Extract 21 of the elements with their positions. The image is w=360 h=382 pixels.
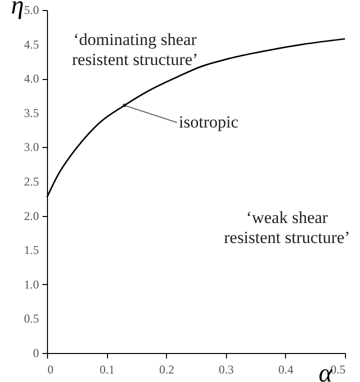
x-tick-label: 0.1 [100, 362, 115, 376]
y-tick-label: 4.0 [24, 72, 39, 86]
x-tick-label: 0.5 [330, 362, 346, 376]
x-tick-label: 0.2 [159, 362, 174, 376]
annotation: ‘dominating shear resistent structure’ [72, 30, 198, 69]
y-tick-label: 5.0 [24, 3, 39, 17]
y-tick-label: 2.0 [24, 208, 39, 223]
y-tick-label: 0.5 [24, 312, 39, 326]
y-tick-label: 0 [33, 346, 39, 360]
y-tick-label: 3.5 [24, 106, 39, 120]
x-tick-label: 0.3 [218, 362, 234, 376]
y-tick-label: 1.5 [24, 243, 39, 258]
annotation: ‘weak shear resistent structure’ [224, 208, 350, 247]
y-tick-label: 1.0 [24, 277, 39, 292]
x-tick-label: 0.4 [278, 362, 294, 376]
y-tick-label: 4.5 [24, 37, 39, 52]
annotation: isotropic [178, 112, 239, 132]
y-tick-label: 2.5 [24, 174, 39, 188]
y-axis-title: η [11, 0, 24, 20]
y-tick-label: 3.0 [24, 140, 39, 154]
x-tick-label: 0 [48, 362, 54, 376]
